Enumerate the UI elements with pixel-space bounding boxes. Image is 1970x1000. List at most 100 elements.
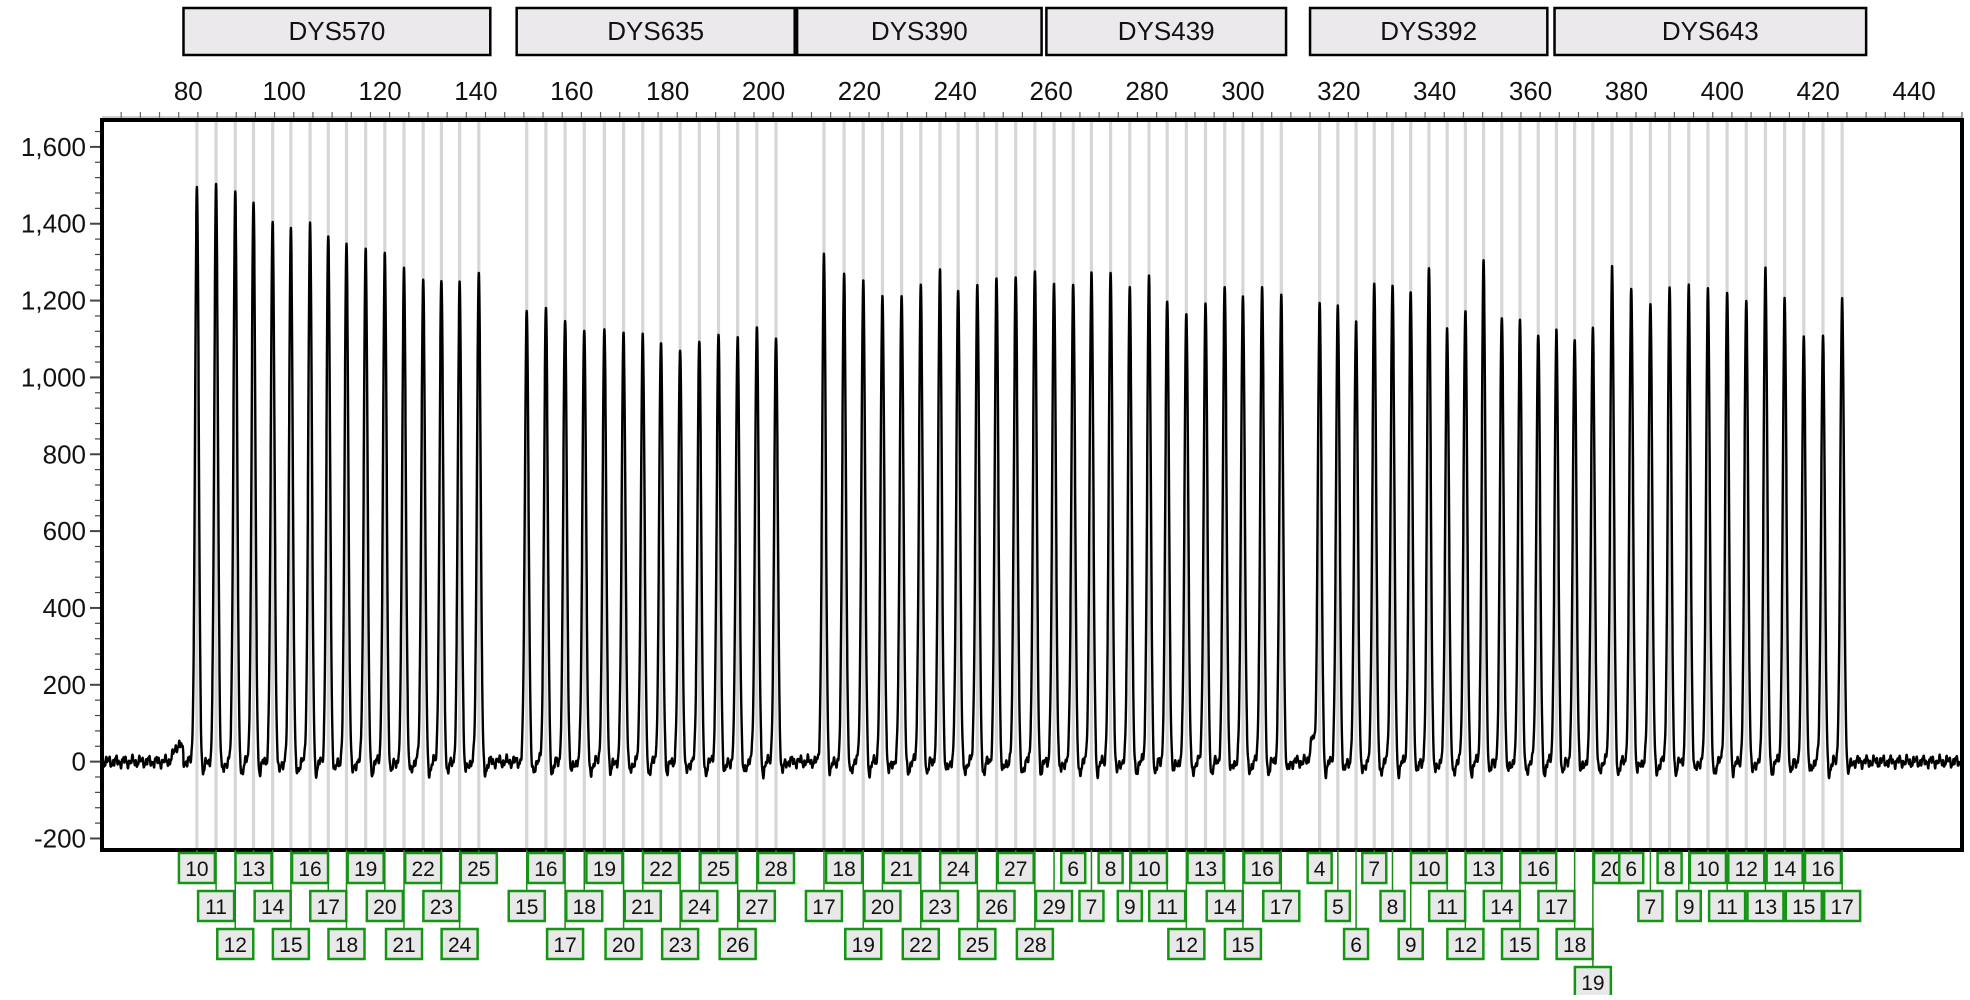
allele-label: 14 [1213,896,1237,919]
allele-label: 13 [1472,858,1495,881]
allele-box [1361,851,1388,885]
allele-box [1116,889,1144,923]
allele-box [1342,927,1370,961]
allele-label: 12 [1735,858,1758,881]
allele-label: 6 [1625,858,1637,881]
locus-box [182,6,492,57]
allele-label: 20 [373,896,396,919]
allele-box [718,927,757,961]
allele-label: 19 [354,858,377,881]
allele-box [1147,889,1187,923]
y-tick-label: -200 [34,823,86,853]
allele-box [1034,889,1074,923]
allele-labels: 10 11 12 13 14 15 16 17 18 19 20 21 22 23 24 25 15 16 17 18… [177,850,1862,999]
locus-label: DYS643 [1662,16,1759,46]
allele-box [1059,851,1087,885]
allele-label: 22 [412,858,435,881]
allele-label: 9 [1124,896,1136,919]
allele-box [384,927,424,961]
y-tick-label: 0 [72,747,86,777]
y-tick-label: 400 [43,593,86,623]
allele-label: 6 [1350,934,1362,957]
allele-box [565,889,604,923]
allele-label: 11 [1156,896,1178,919]
allele-label: 15 [1231,934,1254,957]
allele-box [1078,889,1105,923]
locus-label: DYS439 [1118,16,1215,46]
allele-label: 28 [1023,934,1046,957]
allele-label: 21 [392,934,415,957]
allele-label: 12 [224,934,247,957]
allele-label: 16 [298,858,321,881]
allele-box [699,851,738,885]
allele-label: 14 [261,896,285,919]
allele-box [1397,927,1424,961]
allele-box [844,927,883,961]
allele-label: 6 [1067,858,1079,881]
allele-label: 10 [1696,858,1719,881]
allele-bins [195,122,1844,848]
x-tick-label: 300 [1221,76,1264,106]
allele-label: 17 [1830,896,1853,919]
allele-label: 14 [1773,858,1797,881]
plot-frame [100,118,1964,852]
y-axis: 1,600 1,400 1,200 1,000 800 600 400 200 0 -200 [21,130,102,853]
allele-box [1656,851,1683,885]
locus-box [1308,6,1549,57]
allele-label: 23 [430,896,453,919]
allele-box [585,851,624,885]
allele-box [920,889,960,923]
allele-box [1167,927,1206,961]
allele-box [327,927,366,961]
allele-box [1727,851,1766,885]
allele-label: 14 [1490,896,1514,919]
x-tick-label: 180 [646,76,689,106]
allele-label: 9 [1683,896,1695,919]
allele-box [290,851,330,885]
allele-box [1500,927,1540,961]
y-tick-label: 200 [43,670,86,700]
y-tick-label: 1,200 [21,286,86,316]
allele-box [1803,851,1843,885]
allele-label: 7 [1086,896,1098,919]
allele-label: 10 [1417,858,1440,881]
locus-label: DYS570 [288,16,385,46]
allele-label: 12 [1175,934,1198,957]
allele-box [901,927,941,961]
allele-box [1688,851,1728,885]
allele-box [216,927,255,961]
allele-box [440,927,479,961]
allele-box [804,889,844,923]
allele-box [1129,851,1169,885]
allele-box [737,889,777,923]
locus-label: DYS635 [607,16,704,46]
allele-label: 11 [1436,896,1458,919]
allele-label: 13 [1754,896,1777,919]
allele-label: 25 [707,858,730,881]
allele-box [1223,927,1263,961]
allele-box [545,927,585,961]
allele-box [1015,927,1055,961]
x-tick-label: 100 [262,76,305,106]
allele-label: 16 [1811,858,1834,881]
allele-box [1765,851,1804,885]
locus-label: DYS390 [871,16,968,46]
allele-box [459,851,499,885]
y-tick-label: 1,000 [21,362,86,392]
allele-box [1482,889,1522,923]
allele-label: 15 [515,896,538,919]
allele-box [1637,889,1664,923]
allele-box [234,851,273,885]
allele-label: 10 [185,858,208,881]
x-tick-label: 80 [174,76,203,106]
allele-box [1097,851,1124,885]
x-tick-label: 280 [1125,76,1168,106]
x-tick-label: 140 [454,76,497,106]
allele-label: 17 [1545,896,1568,919]
allele-box [1675,889,1703,923]
allele-box [1784,889,1824,923]
allele-label: 18 [1563,934,1586,957]
allele-label: 22 [649,858,672,881]
